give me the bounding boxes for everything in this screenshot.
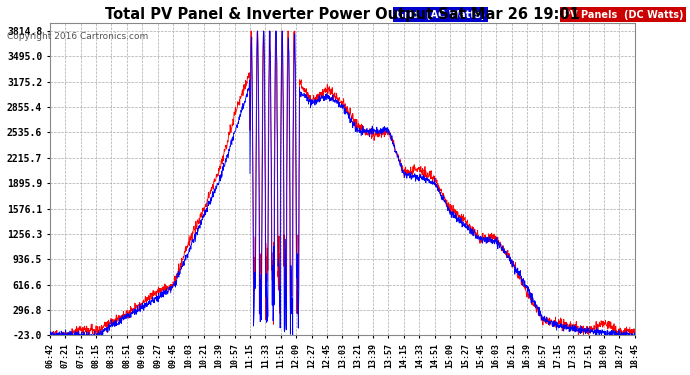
- Title: Total PV Panel & Inverter Power Output Sat Mar 26 19:01: Total PV Panel & Inverter Power Output S…: [105, 7, 580, 22]
- Text: PV Panels  (DC Watts): PV Panels (DC Watts): [562, 9, 683, 20]
- Text: Copyright 2016 Cartronics.com: Copyright 2016 Cartronics.com: [7, 32, 148, 41]
- Text: Grid  (AC Watts): Grid (AC Watts): [396, 9, 485, 20]
